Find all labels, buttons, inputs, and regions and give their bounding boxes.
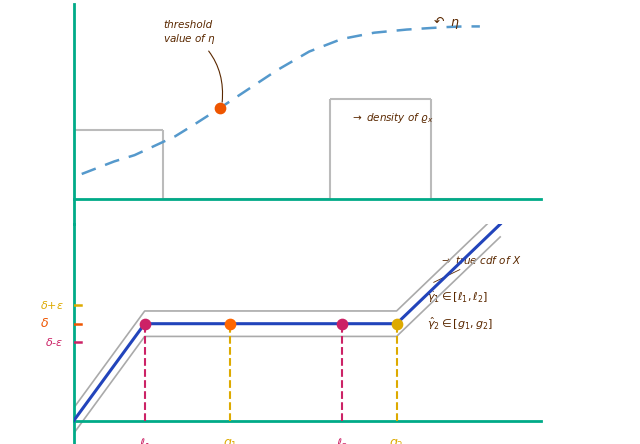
Text: $\hat{\gamma}_2 \in [g_1, g_2]$: $\hat{\gamma}_2 \in [g_1, g_2]$ (427, 316, 493, 332)
Text: $\ell_1$: $\ell_1$ (139, 437, 151, 444)
Text: $\rightarrow$ true cdf of $X$: $\rightarrow$ true cdf of $X$ (434, 254, 522, 282)
Text: $g_2$: $g_2$ (389, 437, 404, 444)
Text: $\ell_2$: $\ell_2$ (336, 437, 348, 444)
Text: $\delta$: $\delta$ (40, 317, 49, 330)
Text: $\hat{\gamma}_1 \in [\ell_1, \ell_2]$: $\hat{\gamma}_1 \in [\ell_1, \ell_2]$ (427, 288, 488, 305)
Point (337, 320, 347, 327)
Point (215, 104, 225, 111)
Point (140, 320, 150, 327)
Point (225, 320, 235, 327)
Text: $\delta$+$\varepsilon$: $\delta$+$\varepsilon$ (40, 299, 63, 311)
Text: threshold
value of $\eta$: threshold value of $\eta$ (163, 20, 223, 102)
Text: $\curvearrowleft$ $\eta$: $\curvearrowleft$ $\eta$ (431, 16, 460, 32)
Text: $\rightarrow$ density of $\varrho_x$: $\rightarrow$ density of $\varrho_x$ (350, 111, 433, 125)
Text: $\delta$-$\varepsilon$: $\delta$-$\varepsilon$ (45, 336, 63, 348)
Text: $g_1$: $g_1$ (223, 437, 237, 444)
Point (392, 320, 402, 327)
